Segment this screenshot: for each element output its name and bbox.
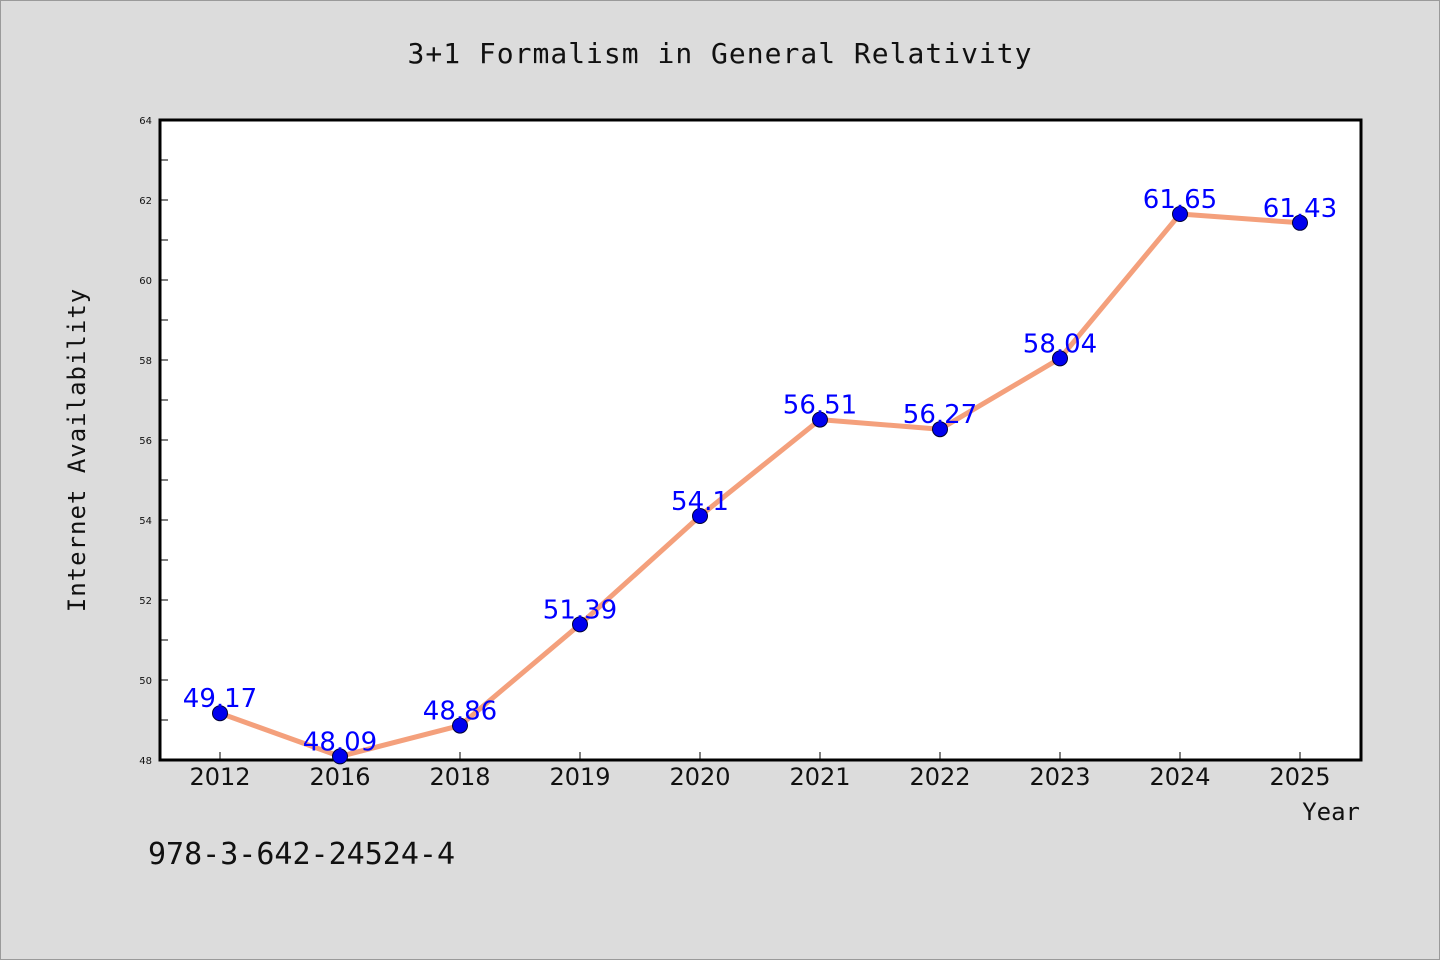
data-point	[212, 705, 228, 722]
data-point	[1052, 350, 1068, 367]
y-tick-label: 52	[139, 596, 152, 607]
x-tick-label: 2024	[1149, 763, 1210, 791]
x-tick-label: 2020	[669, 763, 730, 791]
x-tick-label: 2018	[429, 763, 490, 791]
x-axis-ticks: 2012 2016 2018 2019 2020 2021 2022 2023 2024 2025	[189, 752, 1331, 791]
data-point	[692, 508, 708, 524]
x-tick-label: 2019	[549, 763, 610, 791]
data-point	[1292, 214, 1308, 231]
y-tick-label: 56	[139, 436, 152, 447]
data-labels: 49.17 48.09 48.86 51.39 54.1 56.51 56.27 58.04 6…	[183, 185, 1337, 757]
data-point	[572, 616, 588, 633]
data-label: 54.1	[671, 487, 729, 517]
y-axis-label: Internet Availability	[63, 288, 91, 612]
y-tick-label: 58	[139, 356, 152, 367]
data-label: 51.39	[543, 595, 617, 625]
data-label: 49.17	[183, 684, 257, 714]
data-label: 48.09	[303, 727, 377, 757]
data-label: 58.04	[1023, 329, 1097, 359]
plot-area	[158, 118, 1363, 762]
data-point	[932, 421, 948, 438]
data-label: 61.43	[1263, 194, 1337, 224]
y-axis-ticks: 48 50 52 54 56 58 60 62 64	[139, 116, 168, 767]
data-label: 48.86	[423, 697, 497, 727]
y-tick-label: 50	[139, 676, 152, 687]
data-point	[1172, 206, 1188, 222]
x-tick-label: 2021	[789, 763, 850, 791]
y-tick-label: 64	[139, 116, 152, 127]
y-tick-label: 54	[139, 516, 152, 527]
x-tick-label: 2022	[909, 763, 970, 791]
chart-title: 3+1 Formalism in General Relativity	[407, 37, 1032, 70]
x-tick-label: 2012	[189, 763, 250, 791]
data-point	[812, 411, 828, 428]
isbn-footnote: 978-3-642-24524-4	[148, 837, 455, 872]
data-label: 56.51	[783, 391, 857, 421]
data-label: 56.27	[903, 400, 977, 430]
data-point	[452, 717, 468, 734]
x-tick-label: 2016	[309, 763, 370, 791]
series-line	[219, 211, 1301, 759]
x-tick-label: 2023	[1029, 763, 1090, 791]
data-label: 61.65	[1143, 185, 1217, 215]
data-point	[332, 748, 348, 765]
y-tick-label: 62	[139, 196, 152, 207]
y-tick-label: 48	[139, 756, 152, 767]
y-tick-label: 60	[139, 276, 152, 287]
x-tick-label: 2025	[1269, 763, 1330, 791]
x-axis-label: Year	[1302, 798, 1360, 826]
data-markers	[212, 206, 1308, 765]
